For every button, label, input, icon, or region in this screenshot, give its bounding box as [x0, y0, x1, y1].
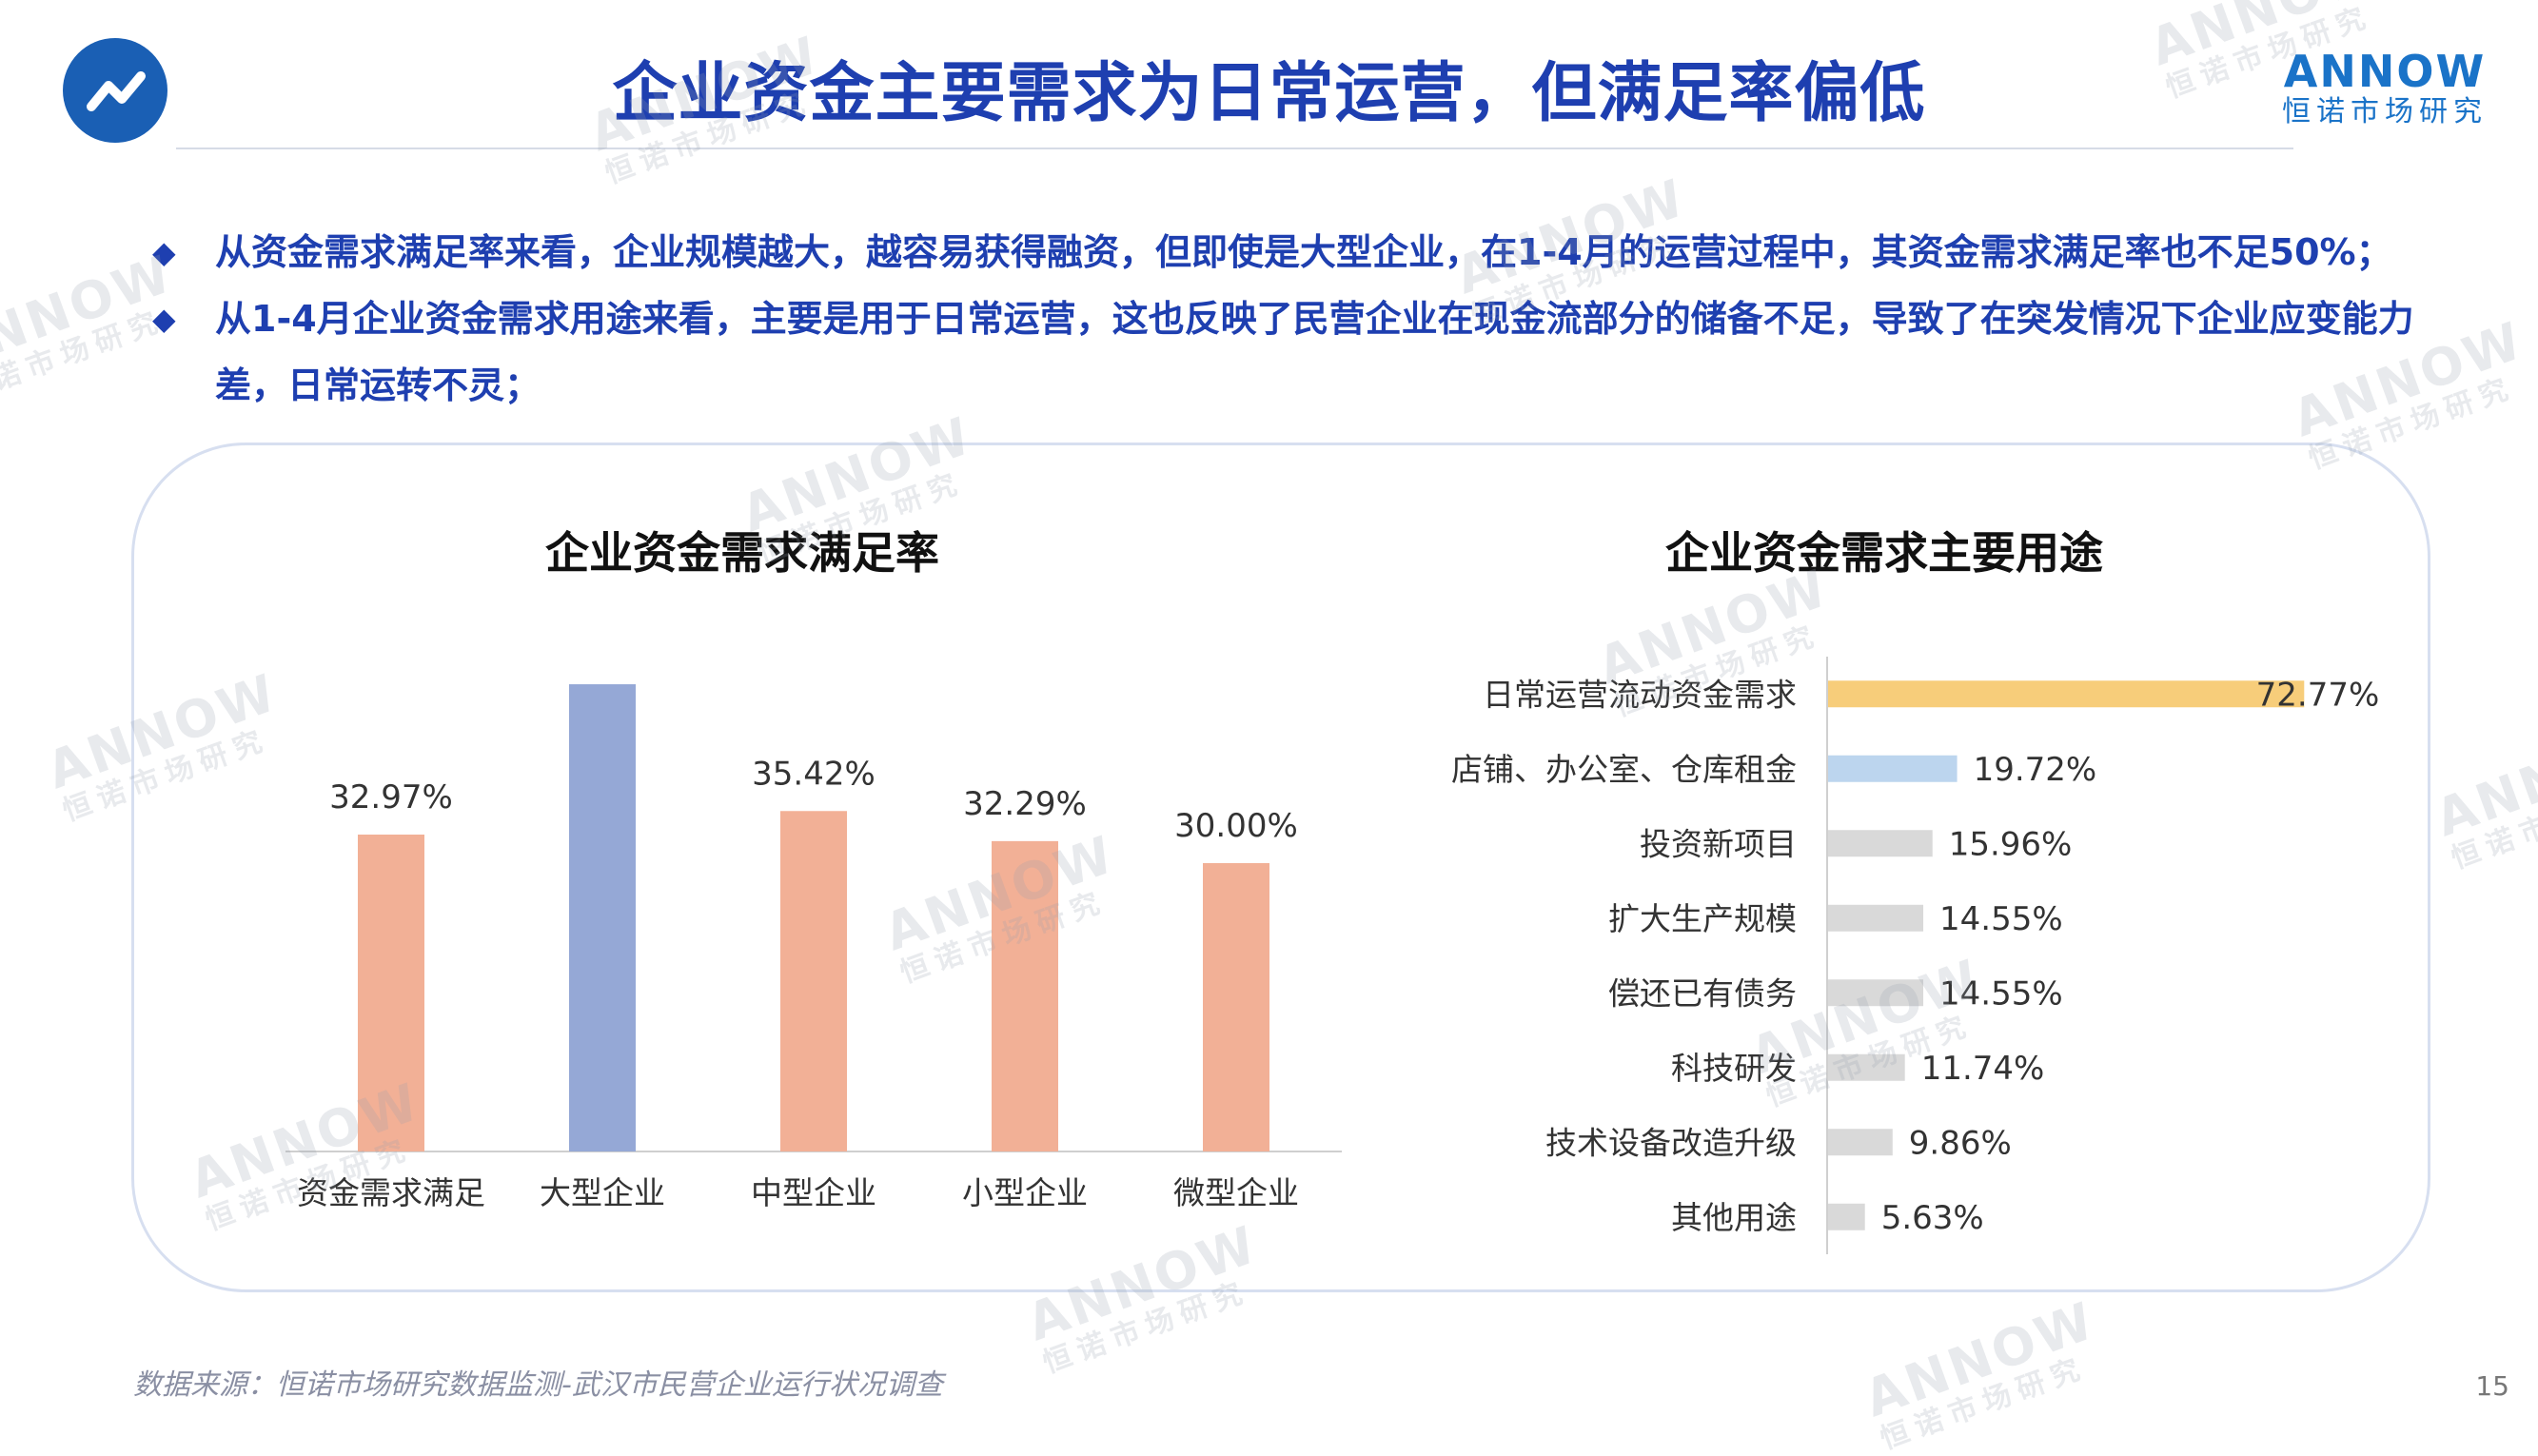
category-label: 大型企业 [540, 1174, 665, 1211]
bar [569, 684, 636, 1151]
category-label: 小型企业 [962, 1174, 1088, 1211]
bar [1828, 756, 1958, 782]
data-label: 32.29% [963, 785, 1087, 823]
category-label: 投资新项目 [1640, 825, 1797, 862]
diamond-bullet-icon: ◆ [152, 285, 215, 352]
category-label: 中型企业 [751, 1174, 876, 1211]
data-label: 11.74% [1921, 1050, 2045, 1088]
data-label: 9.86% [1909, 1124, 2012, 1162]
brand-logo: ANNOW 恒诺市场研究 [2266, 48, 2504, 129]
bar [358, 835, 424, 1151]
bar [992, 841, 1058, 1151]
data-label: 72.77% [2256, 676, 2380, 714]
bar [1828, 680, 2304, 707]
data-label: 15.96% [1949, 825, 2073, 863]
bar [1828, 830, 1933, 856]
page-number: 15 [2475, 1370, 2509, 1402]
page-title: 企业资金主要需求为日常运营，但满足率偏低 [0, 40, 2538, 134]
category-label: 扩大生产规模 [1608, 900, 1797, 937]
category-label: 技术设备改造升级 [1545, 1124, 1797, 1161]
satisfaction-bar-chart: 32.97%资金需求满足48.61%大型企业35.42%中型企业32.29%小型… [276, 666, 1380, 1237]
category-label: 资金需求满足 [297, 1174, 485, 1211]
bar [780, 811, 847, 1151]
category-label: 店铺、办公室、仓库租金 [1451, 751, 1797, 788]
brand-name-en: ANNOW [2266, 48, 2504, 95]
bar [1828, 1204, 1865, 1230]
diamond-bullet-icon: ◆ [152, 219, 215, 285]
bullet-text: 从资金需求满足率来看，企业规模越大，越容易获得融资，但即使是大型企业，在1-4月… [215, 219, 2455, 285]
bullet-text: 从1-4月企业资金需求用途来看，主要是用于日常运营，这也反映了民营企业在现金流部… [215, 285, 2455, 419]
data-label: 14.55% [1939, 900, 2063, 938]
insight-bullets: ◆ 从资金需求满足率来看，企业规模越大，越容易获得融资，但即使是大型企业，在1-… [152, 219, 2455, 419]
data-label: 5.63% [1881, 1199, 1984, 1237]
usage-bar-chart: 日常运营流动资金需求 72.77% 店铺、办公室、仓库租金 19.72% 投资新项目 15… [1408, 638, 2408, 1256]
data-label: 19.72% [1974, 751, 2097, 789]
bar [1203, 863, 1269, 1151]
data-label: 35.42% [752, 755, 876, 793]
data-source: 数据来源：恒诺市场研究数据监测-武汉市民营企业运行状况调查 [133, 1361, 943, 1403]
category-label: 日常运营流动资金需求 [1483, 676, 1797, 713]
bullet-item: ◆ 从1-4月企业资金需求用途来看，主要是用于日常运营，这也反映了民营企业在现金… [152, 285, 2455, 419]
bar [1828, 979, 1923, 1006]
bar [1828, 1054, 1905, 1081]
chart-title-satisfaction: 企业资金需求满足率 [381, 519, 1104, 581]
data-label: 30.00% [1174, 807, 1298, 845]
bullet-item: ◆ 从资金需求满足率来看，企业规模越大，越容易获得融资，但即使是大型企业，在1-… [152, 219, 2455, 285]
category-label: 其他用途 [1671, 1199, 1797, 1236]
data-label: 14.55% [1939, 974, 2063, 1013]
bar [1828, 1129, 1893, 1155]
data-label: 32.97% [329, 778, 453, 817]
bar [1828, 905, 1923, 932]
brand-name-cn: 恒诺市场研究 [2266, 95, 2504, 129]
title-divider [176, 148, 2293, 149]
category-label: 偿还已有债务 [1608, 974, 1797, 1012]
category-label: 科技研发 [1671, 1050, 1797, 1087]
category-label: 微型企业 [1173, 1174, 1299, 1211]
chart-title-usage: 企业资金需求主要用途 [1523, 519, 2246, 581]
